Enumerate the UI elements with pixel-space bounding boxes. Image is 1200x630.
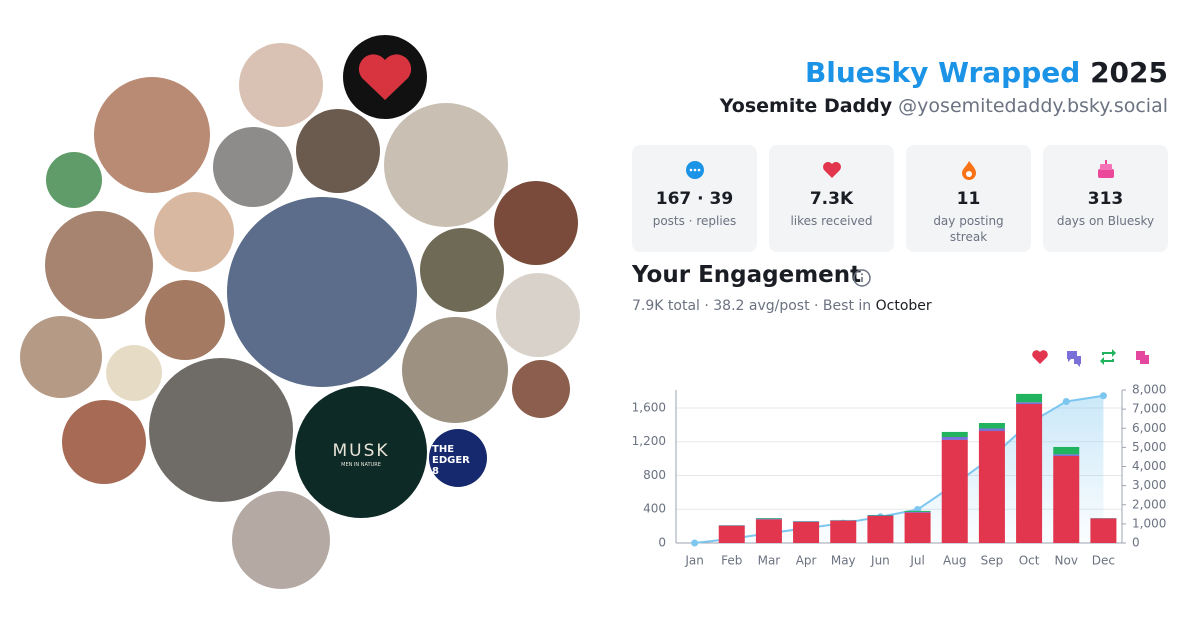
bar-segment	[755, 519, 782, 543]
x-tick-label: Jan	[684, 554, 704, 568]
bar-segment	[1053, 446, 1080, 455]
icon	[1097, 160, 1114, 178]
stat-label: posts · replies	[652, 214, 737, 228]
bar-segment	[755, 518, 782, 519]
avatar-text: EDGER	[432, 455, 470, 466]
bar-segment	[1016, 402, 1043, 405]
bar-segment	[718, 525, 745, 543]
x-tick-label: Oct	[1019, 554, 1040, 568]
legend-icon[interactable]	[1100, 349, 1116, 365]
x-tick-label: Mar	[758, 554, 781, 568]
title: Bluesky Wrapped 2025	[805, 56, 1168, 89]
bar-segment	[1053, 454, 1080, 456]
avatar-text: 8	[432, 466, 439, 477]
y-tick-label: 800	[643, 468, 666, 482]
bar-segment	[1053, 455, 1080, 543]
legend-icon[interactable]	[1067, 351, 1081, 367]
avatar-text: THE	[432, 444, 454, 455]
y2-tick-label: 4,000	[1132, 459, 1166, 473]
x-tick-label: Apr	[796, 554, 817, 568]
x-tick-label: Feb	[721, 554, 742, 568]
summary-text: 7.9K total · 38.2 avg/post · Best in	[632, 298, 872, 314]
title-brand: Bluesky Wrapped	[804, 56, 1081, 89]
info-icon[interactable]	[852, 268, 872, 288]
bar-segment	[755, 518, 782, 520]
y2-tick-label: 2,000	[1132, 497, 1166, 511]
bar-segment	[904, 510, 931, 512]
y2-tick-label: 8,000	[1132, 383, 1166, 397]
bar-segment	[978, 422, 1005, 429]
legend-icon[interactable]	[1032, 350, 1048, 364]
avatars	[20, 35, 580, 589]
y2-tick-label: 3,000	[1132, 478, 1166, 492]
avatar-text: MUSK	[332, 441, 389, 461]
y2-tick-label: 7,000	[1132, 402, 1166, 416]
bar-segment	[867, 515, 894, 543]
legend-shape	[1136, 351, 1149, 364]
icon	[822, 162, 841, 178]
stat-card: 11 day posting streak	[906, 145, 1031, 252]
icon	[685, 161, 704, 179]
bar-segment	[978, 428, 1005, 432]
avatar-cloud: MUSK MEN IN NATURE THE EDGER 8	[20, 35, 580, 589]
bar-segment	[1016, 404, 1043, 543]
stat-value: 167 · 39	[655, 189, 734, 209]
line-point	[1099, 392, 1107, 400]
y-tick-label: 1,200	[632, 434, 666, 448]
bar-segment	[904, 512, 931, 543]
legend-shape	[1032, 350, 1048, 364]
y-tick-label: 400	[643, 502, 666, 516]
stat-value: 11	[956, 189, 981, 209]
icon	[961, 161, 976, 180]
legend-shape	[1100, 349, 1116, 365]
legend-icon[interactable]	[1136, 351, 1149, 364]
line-point	[691, 539, 699, 547]
x-tick-label: Jun	[870, 554, 890, 568]
engagement-chart: 0 400 800 1,200 1,600 0 1,000 2,000 3,000 4,000 5,…	[632, 349, 1166, 568]
avatar-text: MEN IN NATURE	[341, 462, 381, 468]
x-tick-label: Jul	[909, 554, 924, 568]
bar-segment	[793, 521, 820, 522]
x-tick-label: Sep	[981, 554, 1004, 568]
bar-segment	[830, 520, 857, 543]
bar-segment	[941, 437, 968, 440]
x-tick-label: Nov	[1055, 554, 1078, 568]
stat-label: likes received	[790, 214, 873, 228]
y2-tick-label: 0	[1132, 536, 1140, 550]
y2-tick-label: 5,000	[1132, 440, 1166, 454]
handle: @yosemitedaddy.bsky.social	[898, 95, 1168, 117]
bar-segment	[941, 431, 968, 438]
bar-segment	[867, 514, 894, 516]
stat-value: 7.3K	[809, 189, 854, 209]
bar-segment	[1090, 518, 1117, 543]
stat-card: 313 days on Bluesky	[1043, 145, 1168, 252]
stat-label: days on Bluesky	[1056, 214, 1155, 228]
bar-segment	[941, 439, 968, 543]
x-tick-label: May	[831, 554, 856, 568]
summary: 7.9K total · 38.2 avg/post · Best in Oct…	[632, 298, 932, 314]
x-tick-label: Aug	[943, 554, 966, 568]
y-tick-label: 1,600	[632, 400, 666, 414]
y2-tick-label: 1,000	[1132, 516, 1166, 530]
bar-segment	[1016, 393, 1043, 403]
x-tick-label: Dec	[1092, 554, 1115, 568]
legend-shape	[1067, 351, 1081, 367]
section-title: Your Engagement	[632, 262, 862, 288]
bar-segment	[904, 511, 931, 513]
stat-value: 313	[1087, 189, 1124, 209]
bar-segment	[793, 521, 820, 543]
bar-segment	[978, 431, 1005, 543]
y2-tick-label: 6,000	[1132, 421, 1166, 435]
y-tick-label: 0	[658, 536, 666, 550]
stat-card: 167 · 39 posts · replies	[632, 145, 757, 252]
best-month: October	[875, 298, 932, 314]
line-point	[1062, 397, 1070, 405]
stat-label: day posting streak	[933, 214, 1004, 244]
stat-card: 7.3K likes received	[769, 145, 894, 252]
bar-segment	[867, 515, 894, 516]
display-name: Yosemite Daddy	[719, 95, 893, 117]
title-year: 2025	[1090, 56, 1168, 89]
user: Yosemite Daddy @yosemitedaddy.bsky.socia…	[720, 95, 1168, 117]
